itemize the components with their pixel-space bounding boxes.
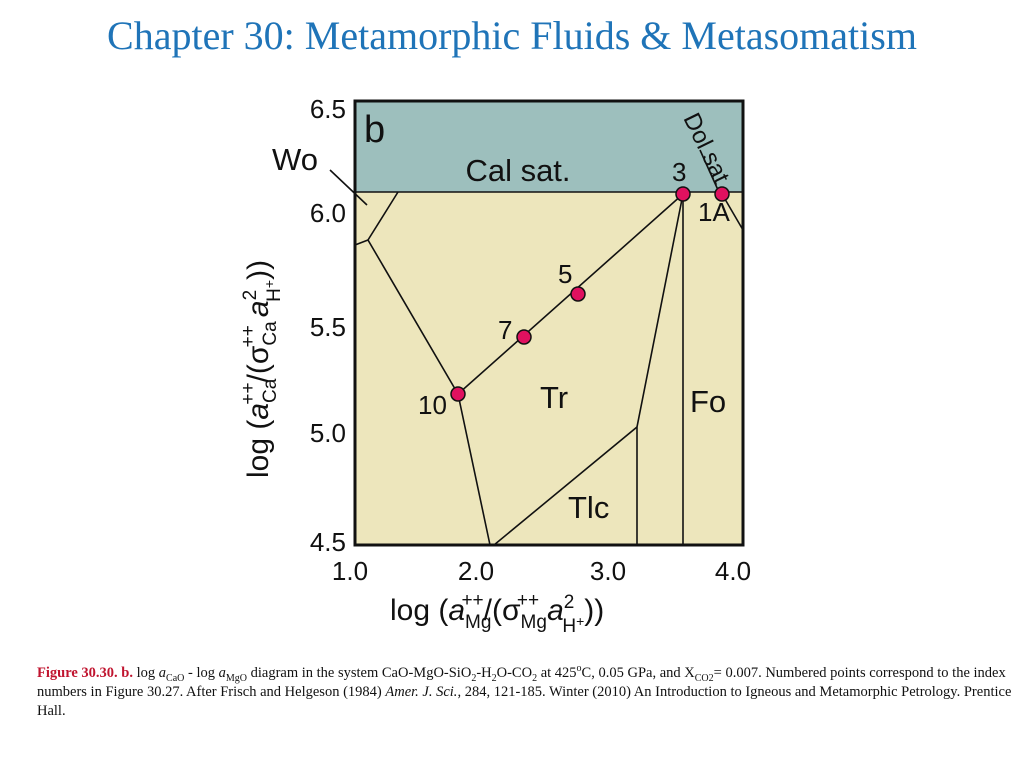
caption-part: , 284, 121-185. Winter (2010) An Introdu… bbox=[37, 684, 1012, 719]
label-part: /(σ bbox=[484, 594, 521, 627]
y-tick-label: 5.0 bbox=[310, 418, 346, 448]
caption-part: CO2 bbox=[694, 672, 714, 684]
y-axis-label: log (aCa++/(σCa++a2 H+)) bbox=[238, 260, 285, 478]
label-part: ++ bbox=[238, 325, 259, 347]
y-tick-label: 6.0 bbox=[310, 198, 346, 228]
caption-part: O-CO bbox=[496, 665, 533, 681]
caption-part: a bbox=[158, 665, 167, 681]
label-part: )) bbox=[584, 594, 604, 627]
caption-part: diagram in the system CaO-MgO-SiO bbox=[246, 665, 472, 681]
label-part: log ( bbox=[390, 594, 448, 627]
figure-caption: Figure 30.30. b. log aCaO - log aMgO dia… bbox=[37, 664, 1017, 721]
field-label: Cal sat. bbox=[465, 153, 570, 188]
x-tick-label: 2.0 bbox=[458, 556, 494, 586]
label-part: 2 bbox=[240, 290, 261, 301]
x-tick-label: 3.0 bbox=[590, 556, 626, 586]
x-axis-label: log (aMg++/(σMg++ a2 H+)) bbox=[390, 590, 604, 637]
caption-part: MgO bbox=[225, 672, 247, 684]
caption-part: = 0.007. Numbered points correspond to t… bbox=[37, 665, 1006, 700]
caption-part: -H bbox=[476, 665, 492, 681]
point bbox=[714, 186, 730, 202]
point-label: 5 bbox=[558, 259, 572, 289]
y-tick-label: 4.5 bbox=[310, 527, 346, 557]
y-tick-label: 5.5 bbox=[310, 312, 346, 342]
field-label: Fo bbox=[690, 384, 726, 419]
caption-part: log bbox=[133, 665, 159, 681]
label-part: ++ bbox=[517, 590, 539, 611]
label-part: Mg bbox=[521, 612, 547, 633]
field-label: Tr bbox=[540, 380, 568, 415]
point bbox=[450, 386, 466, 402]
label-part: Ca bbox=[260, 321, 281, 346]
caption-part: Amer. J. Sci. bbox=[385, 684, 458, 700]
label-part: a bbox=[448, 594, 465, 627]
point-label: 1A bbox=[698, 197, 730, 227]
label-part: H bbox=[562, 616, 576, 637]
point-label: 10 bbox=[418, 390, 447, 420]
label-part: ++ bbox=[238, 382, 259, 404]
point bbox=[516, 329, 532, 345]
label-part: /(σ bbox=[242, 345, 275, 382]
point bbox=[570, 286, 586, 302]
label-part: 2 bbox=[564, 592, 575, 613]
label-part: a bbox=[242, 403, 275, 420]
caption-part: 2 bbox=[532, 672, 538, 684]
caption-part: - log bbox=[184, 665, 219, 681]
caption-part: at 425 bbox=[537, 665, 577, 681]
point-label: 3 bbox=[672, 157, 686, 187]
field-label: Wo bbox=[272, 142, 318, 177]
phase-diagram: b Cal sat. Wo Tr Fo Tlc Dol sat 3 1A 5 7… bbox=[238, 94, 751, 637]
point-label: 7 bbox=[498, 315, 512, 345]
field-label: Tlc bbox=[568, 490, 609, 525]
label-part: Mg bbox=[465, 612, 491, 633]
label-part: H bbox=[264, 288, 285, 302]
label-part: + bbox=[261, 280, 277, 288]
label-part: )) bbox=[242, 260, 275, 280]
phase-boundaries bbox=[329, 149, 744, 546]
x-tick-label: 4.0 bbox=[715, 556, 751, 586]
label-part: a bbox=[242, 300, 275, 317]
caption-part: C, 0.05 GPa, and X bbox=[581, 665, 695, 681]
caption-part: CaO bbox=[166, 672, 185, 684]
cal-sat-field bbox=[355, 101, 743, 192]
label-part: + bbox=[576, 613, 584, 629]
caption-part: 2 bbox=[491, 672, 497, 684]
point bbox=[675, 186, 691, 202]
stability-field bbox=[355, 192, 743, 545]
caption-part: o bbox=[576, 663, 582, 675]
caption-part: a bbox=[218, 665, 226, 681]
x-tick-label: 1.0 bbox=[332, 556, 368, 586]
caption-part: Figure 30.30. b. bbox=[37, 665, 133, 681]
index-points bbox=[450, 186, 730, 402]
panel-label: b bbox=[364, 109, 385, 151]
label-part: a bbox=[547, 594, 564, 627]
x-ticks: 1.0 2.0 3.0 4.0 bbox=[332, 556, 751, 586]
y-ticks: 6.5 6.0 5.5 5.0 4.5 bbox=[310, 94, 346, 557]
plot-frame bbox=[353, 99, 745, 547]
label-part: ++ bbox=[461, 590, 483, 611]
y-tick-label: 6.5 bbox=[310, 94, 346, 124]
slide-title: Chapter 30: Metamorphic Fluids & Metasom… bbox=[107, 13, 917, 58]
caption-part: 2 bbox=[471, 672, 477, 684]
label-part: log ( bbox=[242, 420, 275, 478]
label-part: Ca bbox=[260, 378, 281, 403]
